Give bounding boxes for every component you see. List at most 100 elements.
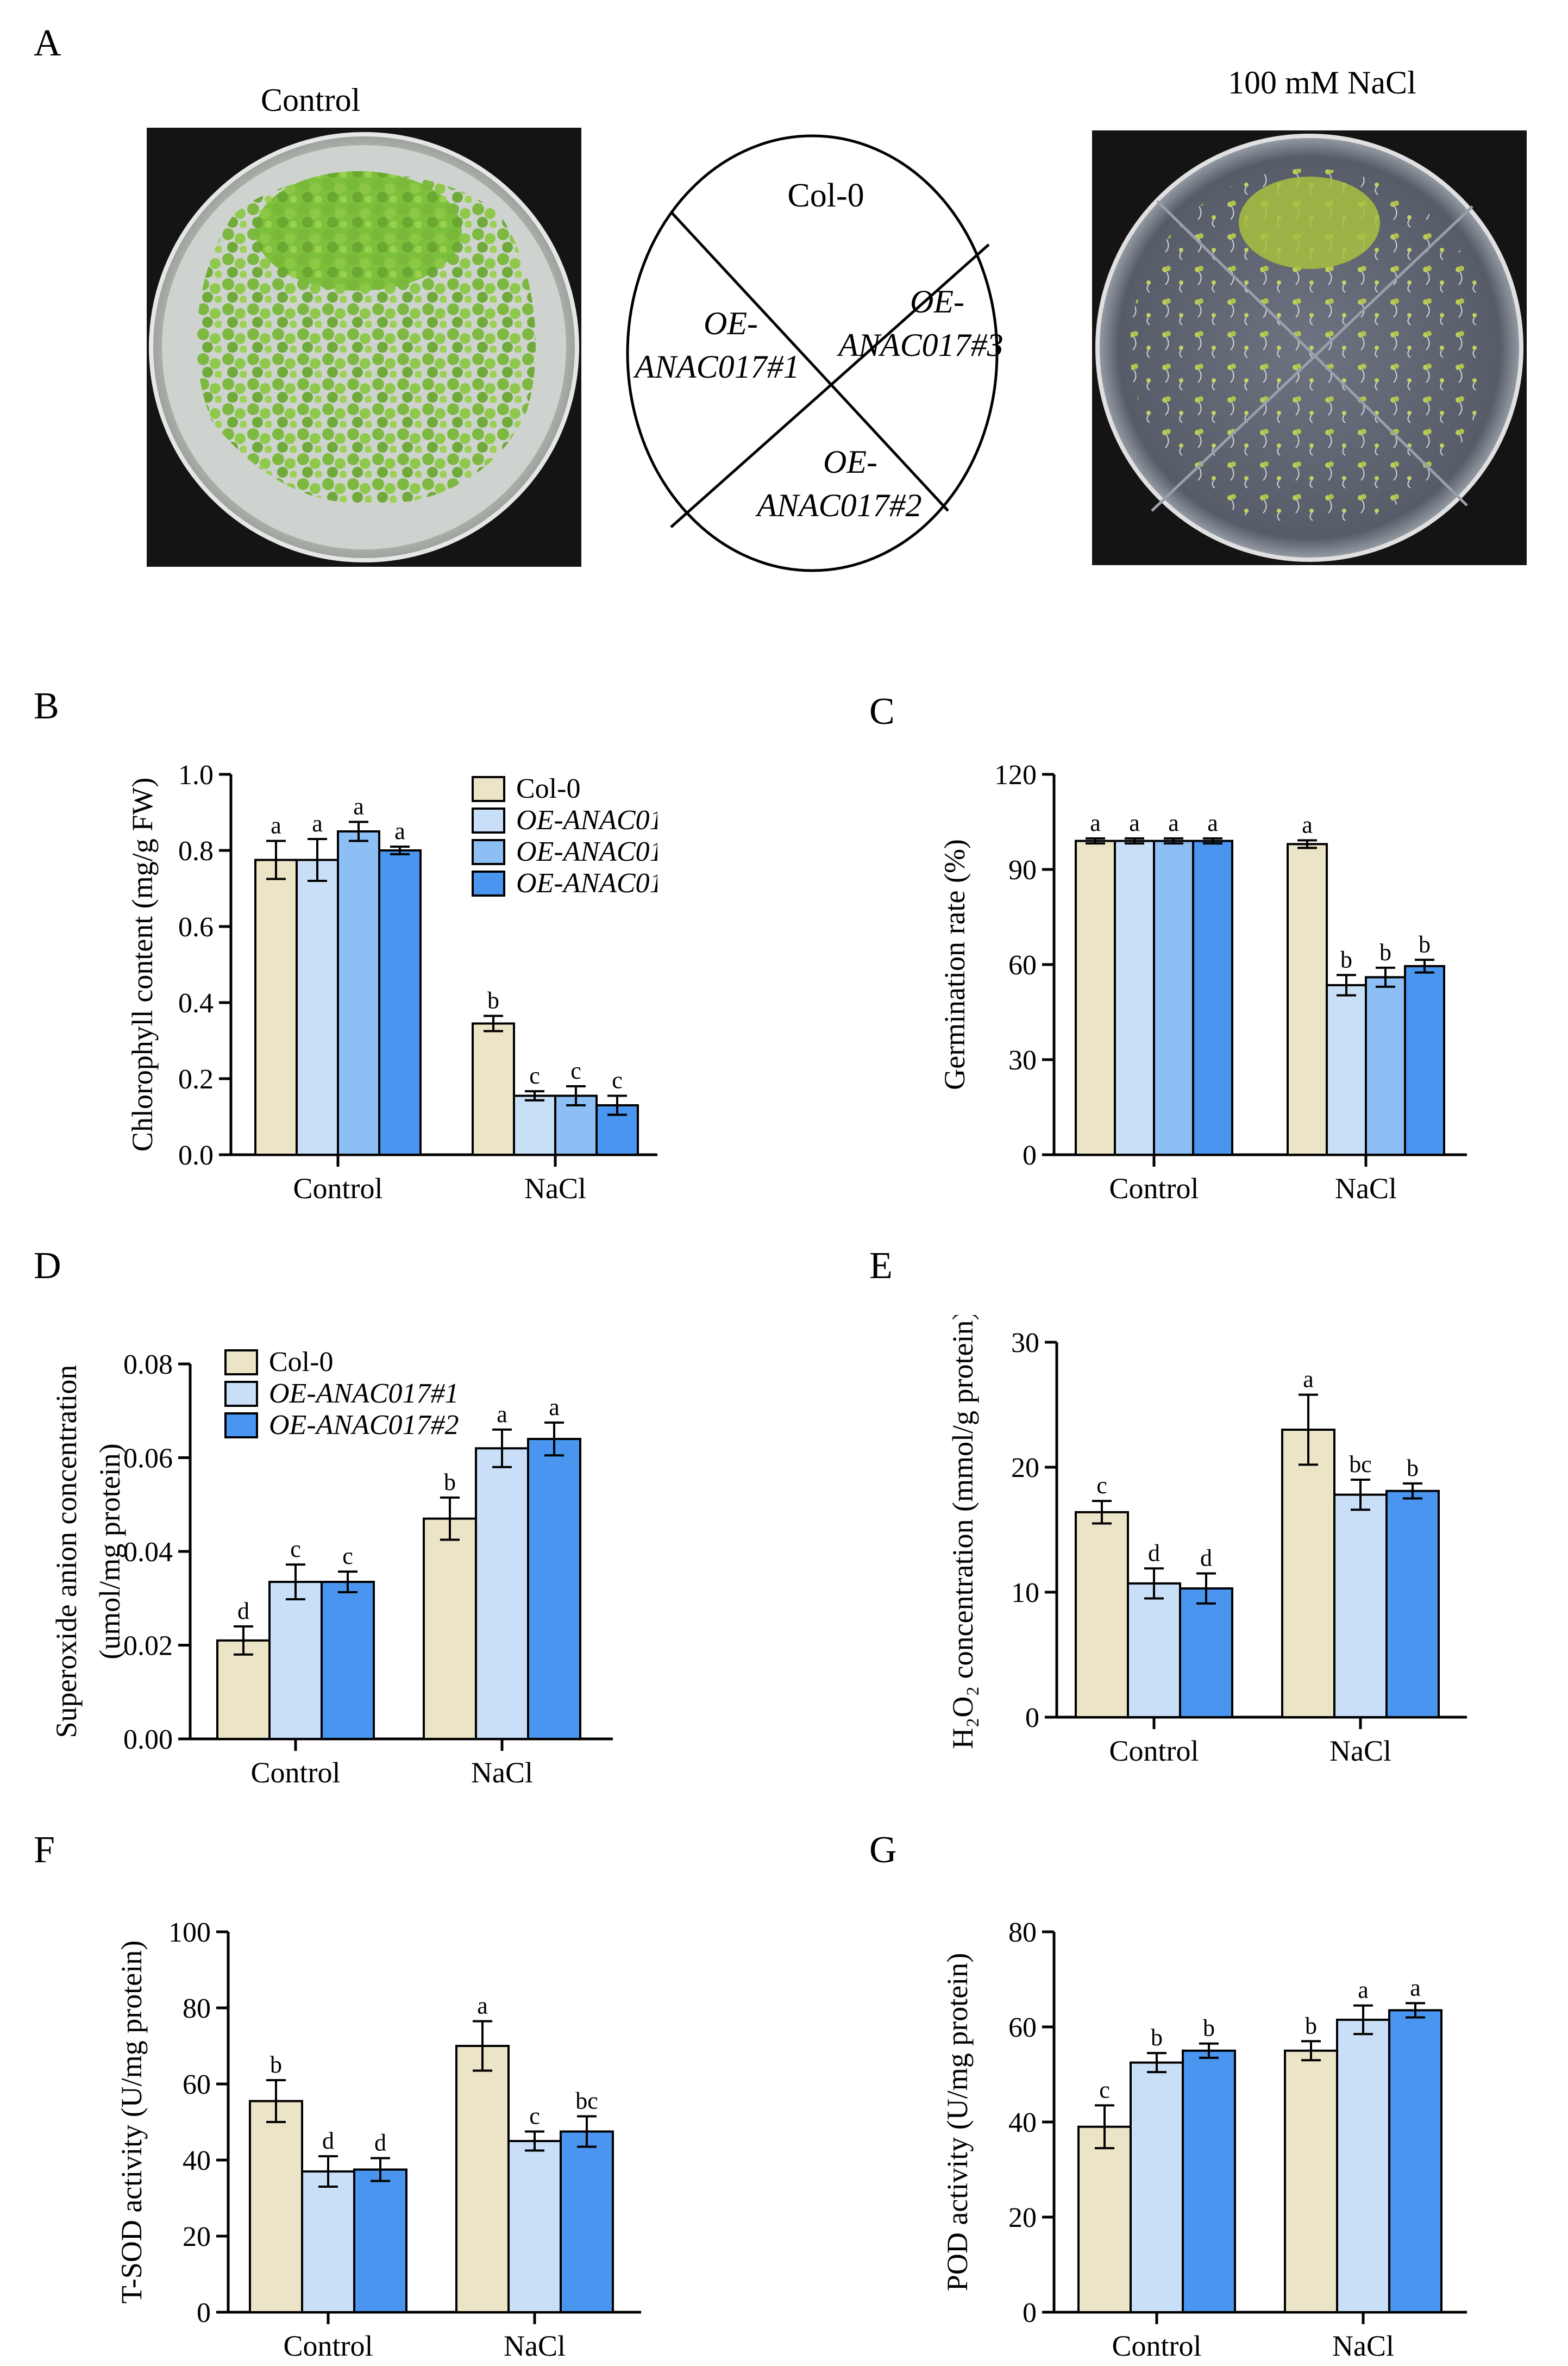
chart-b-legend-swatch	[472, 871, 505, 897]
chart-c-y-tick-label: 90	[1008, 855, 1037, 886]
chart-c-bar	[1153, 840, 1194, 1156]
chart-b-y-tick-label: 0.6	[178, 912, 214, 943]
chart-f-y-tick-label: 40	[183, 2145, 211, 2176]
control-photo-label: Control	[261, 82, 361, 118]
nacl-plate-photo	[1092, 130, 1527, 565]
diagram-bottom-line2: ANAC017#2	[755, 487, 921, 523]
chart-c-bar	[1365, 976, 1406, 1156]
chart-g-significance-letter: c	[1099, 2076, 1110, 2103]
chart-d-legend-swatch	[224, 1349, 258, 1375]
chart-e-significance-letter: b	[1407, 1455, 1419, 1481]
chart-g-significance-letter: b	[1305, 2012, 1317, 2039]
chart-f-significance-letter: bc	[575, 2088, 598, 2114]
diagram-right-line1: OE-	[910, 284, 964, 320]
panel-letter-g: G	[869, 1829, 897, 1871]
chart-d-legend-label: OE-ANAC017#2	[269, 1410, 459, 1441]
chart-g-y-tick-label: 20	[1008, 2202, 1037, 2233]
chart-d-legend-swatch	[224, 1381, 258, 1407]
chart-b-significance-letter: a	[312, 810, 323, 837]
chart-c-bar	[1075, 840, 1116, 1156]
chart-c-significance-letter: a	[1302, 811, 1313, 838]
chart-b-y-tick-label: 1.0	[178, 760, 214, 791]
chart-e-bar	[1333, 1493, 1388, 1718]
panel-letter-e: E	[869, 1245, 893, 1287]
chart-c-significance-letter: a	[1090, 810, 1101, 836]
chart-b-significance-letter: c	[570, 1057, 581, 1084]
chart-d-y-tick-label: 0.00	[123, 1724, 173, 1755]
chart-f-y-tick-label: 20	[183, 2221, 211, 2252]
chart-f-bar	[353, 2168, 407, 2313]
chart-g-svg: 0 20 40 60 80 POD activity (U/mg protein) c b b C…	[941, 1917, 1474, 2362]
panel-letter-d: D	[34, 1245, 61, 1287]
chart-f-bar	[249, 2100, 303, 2313]
chart-b-significance-letter: b	[487, 987, 499, 1014]
chart-f-y-label: T-SOD activity (U/mg protein)	[115, 1941, 148, 2304]
chart-f-significance-letter: c	[529, 2103, 540, 2130]
chart-c-significance-letter: a	[1207, 810, 1218, 836]
chart-b-y-tick-label: 0.4	[178, 988, 214, 1019]
chart-g-bar	[1388, 2009, 1442, 2313]
chart-g-bar	[1130, 2061, 1184, 2313]
chart-f-significance-letter: b	[270, 2051, 282, 2078]
chart-b-significance-letter: c	[529, 1062, 540, 1089]
chart-d-bar	[475, 1447, 529, 1740]
chart-b-x-tick-label: Control	[293, 1172, 382, 1205]
chart-e-y-tick-label: 30	[1011, 1328, 1039, 1359]
chart-b-svg: 0.0 0.2 0.4 0.6 0.8 1.0 Chlorophyll content (m…	[126, 760, 706, 1205]
chart-b-significance-letter: c	[612, 1067, 623, 1094]
chart-g: 0 20 40 60 80 POD activity (U/mg protein) c b b C…	[924, 1886, 1474, 2363]
chart-g-x-tick-label: NaCl	[1332, 2330, 1394, 2362]
chart-c-x-tick-label: Control	[1109, 1172, 1199, 1205]
chart-d-y-tick-label: 0.06	[123, 1443, 173, 1474]
chart-b-bar	[254, 859, 298, 1156]
chart-d-y-tick-label: 0.02	[123, 1631, 173, 1662]
chart-c-significance-letter: b	[1340, 946, 1352, 973]
chart-e-significance-letter: d	[1148, 1539, 1160, 1566]
chart-f-bar	[560, 2130, 614, 2313]
chart-f-x-tick-label: NaCl	[504, 2330, 566, 2362]
chart-b-bar	[337, 830, 380, 1156]
chart-g-significance-letter: a	[1410, 1974, 1421, 2001]
chart-c-bar	[1287, 843, 1328, 1156]
chart-d-x-tick-label: Control	[250, 1756, 340, 1789]
chart-e-y-tick-label: 20	[1011, 1453, 1039, 1484]
chart-f-x-tick-label: Control	[283, 2330, 373, 2362]
chart-f-significance-letter: d	[322, 2127, 334, 2154]
chart-b-legend-swatch	[472, 839, 505, 865]
chart-g-y-label: POD activity (U/mg protein)	[941, 1953, 974, 2291]
chart-g-bar	[1077, 2125, 1132, 2313]
chart-g-bar	[1284, 2049, 1338, 2313]
chart-d-significance-letter: d	[237, 1598, 249, 1624]
chart-b-legend-label: OE-ANAC017#3	[516, 868, 657, 899]
chart-g-significance-letter: a	[1358, 1977, 1369, 2004]
chart-d-bar	[527, 1438, 581, 1740]
chart-b-y-label: Chlorophyll content (mg/g FW)	[126, 778, 159, 1151]
chart-b-x-tick-label: NaCl	[524, 1172, 586, 1205]
chart-f-y-tick-label: 100	[168, 1917, 211, 1948]
panel-letter-f: F	[34, 1829, 55, 1871]
chart-b-bar	[513, 1094, 556, 1156]
chart-c-y-tick-label: 30	[1008, 1045, 1037, 1076]
chart-c-bar	[1404, 965, 1445, 1156]
chart-e-bar	[1127, 1582, 1181, 1718]
chart-d-significance-letter: b	[444, 1469, 456, 1495]
chart-f-y-tick-label: 60	[183, 2069, 211, 2100]
chart-c-bar	[1114, 840, 1155, 1156]
chart-b-legend-swatch	[472, 776, 505, 802]
chart-d-bar	[268, 1581, 323, 1740]
chart-f: 0 20 40 60 80 100 T-SOD activity (U/mg protein…	[98, 1886, 645, 2363]
chart-b-bar	[472, 1022, 515, 1156]
control-plate-photo	[147, 128, 581, 567]
chart-d-x-tick-label: NaCl	[471, 1756, 533, 1789]
chart-e-bar	[1179, 1587, 1233, 1718]
chart-c-y-label: Germination rate (%)	[938, 839, 971, 1090]
chart-d-significance-letter: c	[342, 1543, 353, 1569]
chart-e-bar	[1385, 1489, 1440, 1718]
chart-g-bar	[1336, 2018, 1390, 2313]
chart-b-bar	[378, 849, 422, 1156]
chart-c-significance-letter: a	[1129, 810, 1140, 836]
chart-b-legend-label: Col-0	[516, 773, 580, 804]
chart-d-legend-label: OE-ANAC017#1	[269, 1378, 459, 1409]
panel-letter-a: A	[34, 22, 61, 64]
chart-c-x-tick-label: NaCl	[1335, 1172, 1397, 1205]
